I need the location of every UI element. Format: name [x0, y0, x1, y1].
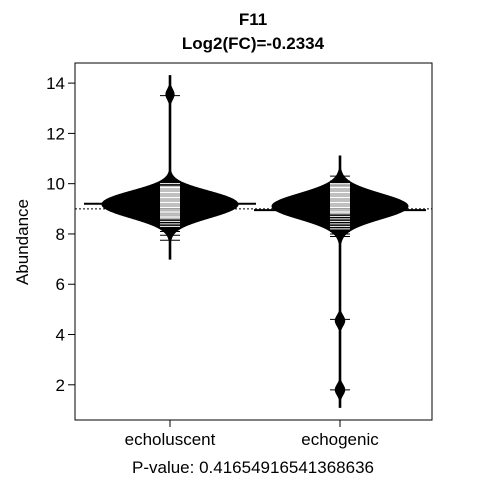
bean-shape	[101, 75, 239, 260]
y-tick-label: 14	[46, 74, 65, 93]
y-axis-label: Abundance	[13, 199, 32, 285]
y-tick-label: 6	[56, 275, 65, 294]
y-tick-label: 2	[56, 376, 65, 395]
x-axis-label: P-value: 0.41654916541368636	[132, 458, 374, 477]
y-tick-label: 8	[56, 225, 65, 244]
plot-area: 2 4 6 8 10 12 14 echoluscent echogenic	[46, 62, 433, 449]
bean-shape	[271, 155, 409, 408]
chart-subtitle: Log2(FC)=-0.2334	[182, 34, 325, 53]
y-tick-label: 12	[46, 124, 65, 143]
x-tick-label: echogenic	[301, 430, 379, 449]
plot-frame	[74, 62, 433, 421]
y-tick-label: 4	[56, 326, 65, 345]
chart-title: F11	[239, 10, 267, 29]
x-tick-label: echoluscent	[125, 430, 216, 449]
y-tick-label: 10	[46, 175, 65, 194]
